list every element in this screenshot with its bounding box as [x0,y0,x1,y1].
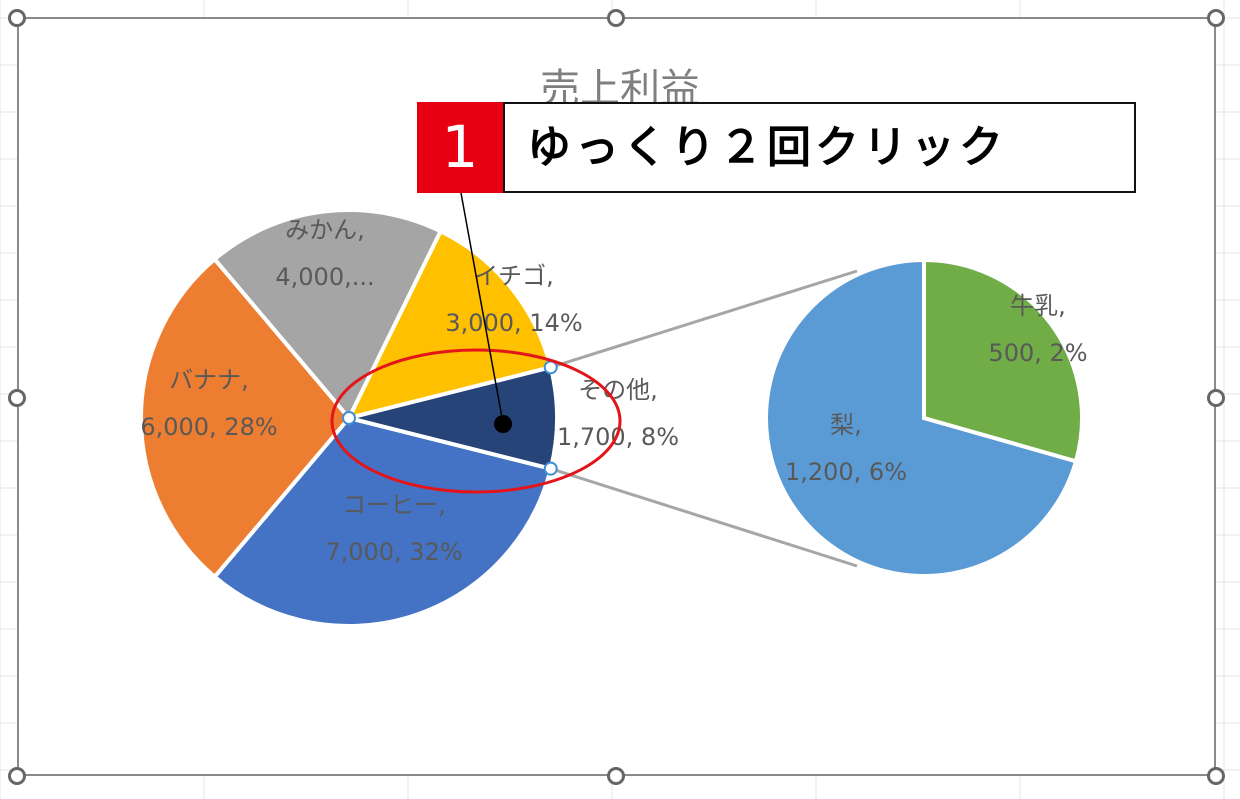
secondary-slice-梨[interactable] [764,257,1079,578]
main-slice-コーヒー[interactable] [211,415,554,628]
resize-handle-top-right[interactable] [1207,9,1225,27]
main-label-コーヒー: コーヒー, 7,000, 32% [325,491,462,566]
resize-handle-top-center[interactable] [607,9,625,27]
label-value-line: 4,000,... [275,263,374,291]
selection-handle-0[interactable] [342,411,356,425]
secondary-slice-牛乳[interactable] [922,257,1084,464]
label-name-line: コーヒー, [342,491,446,519]
main-slice-バナナ[interactable] [139,256,352,580]
main-slice-みかん[interactable] [211,208,444,422]
main-label-バナナ: バナナ, 6,000, 28% [140,366,277,441]
main-label-イチゴ: イチゴ, 3,000, 14% [445,262,582,337]
label-name-line: 梨, [830,411,862,439]
highlight-ellipse [330,348,622,494]
connector-line-bottom [550,467,858,568]
label-name-line: イチゴ, [474,262,554,290]
label-value-line: 6,000, 28% [140,413,277,441]
main-slice-イチゴ[interactable] [345,228,554,421]
label-value-line: 3,000, 14% [445,309,582,337]
resize-handle-middle-left[interactable] [8,389,26,407]
main-label-その他: その他, 1,700, 8% [557,376,679,451]
resize-handle-bottom-right[interactable] [1207,767,1225,785]
label-name-line: その他, [578,376,658,404]
resize-handle-middle-right[interactable] [1207,389,1225,407]
label-value-line: 1,200, 6% [785,458,907,486]
instruction-callout: ゆっくり２回クリック [503,102,1136,193]
label-name-line: 牛乳, [1010,292,1066,320]
secondary-label-牛乳: 牛乳, 500, 2% [988,292,1087,367]
resize-handle-bottom-center[interactable] [607,767,625,785]
label-name-line: バナナ, [169,366,249,394]
resize-handle-bottom-left[interactable] [8,767,26,785]
resize-handle-top-left[interactable] [8,9,26,27]
main-label-みかん: みかん, 4,000,... [275,216,374,291]
step-number-badge: 1 [417,102,503,193]
label-value-line: 500, 2% [988,339,1087,367]
selection-handle-2[interactable] [543,461,558,476]
click-point-dot [494,415,512,433]
selection-handle-1[interactable] [543,360,558,375]
label-name-line: みかん, [285,216,365,244]
callout-pointer-line [460,192,504,424]
secondary-label-梨: 梨, 1,200, 6% [785,411,907,486]
connector-line-top [550,269,858,369]
label-value-line: 7,000, 32% [325,538,462,566]
